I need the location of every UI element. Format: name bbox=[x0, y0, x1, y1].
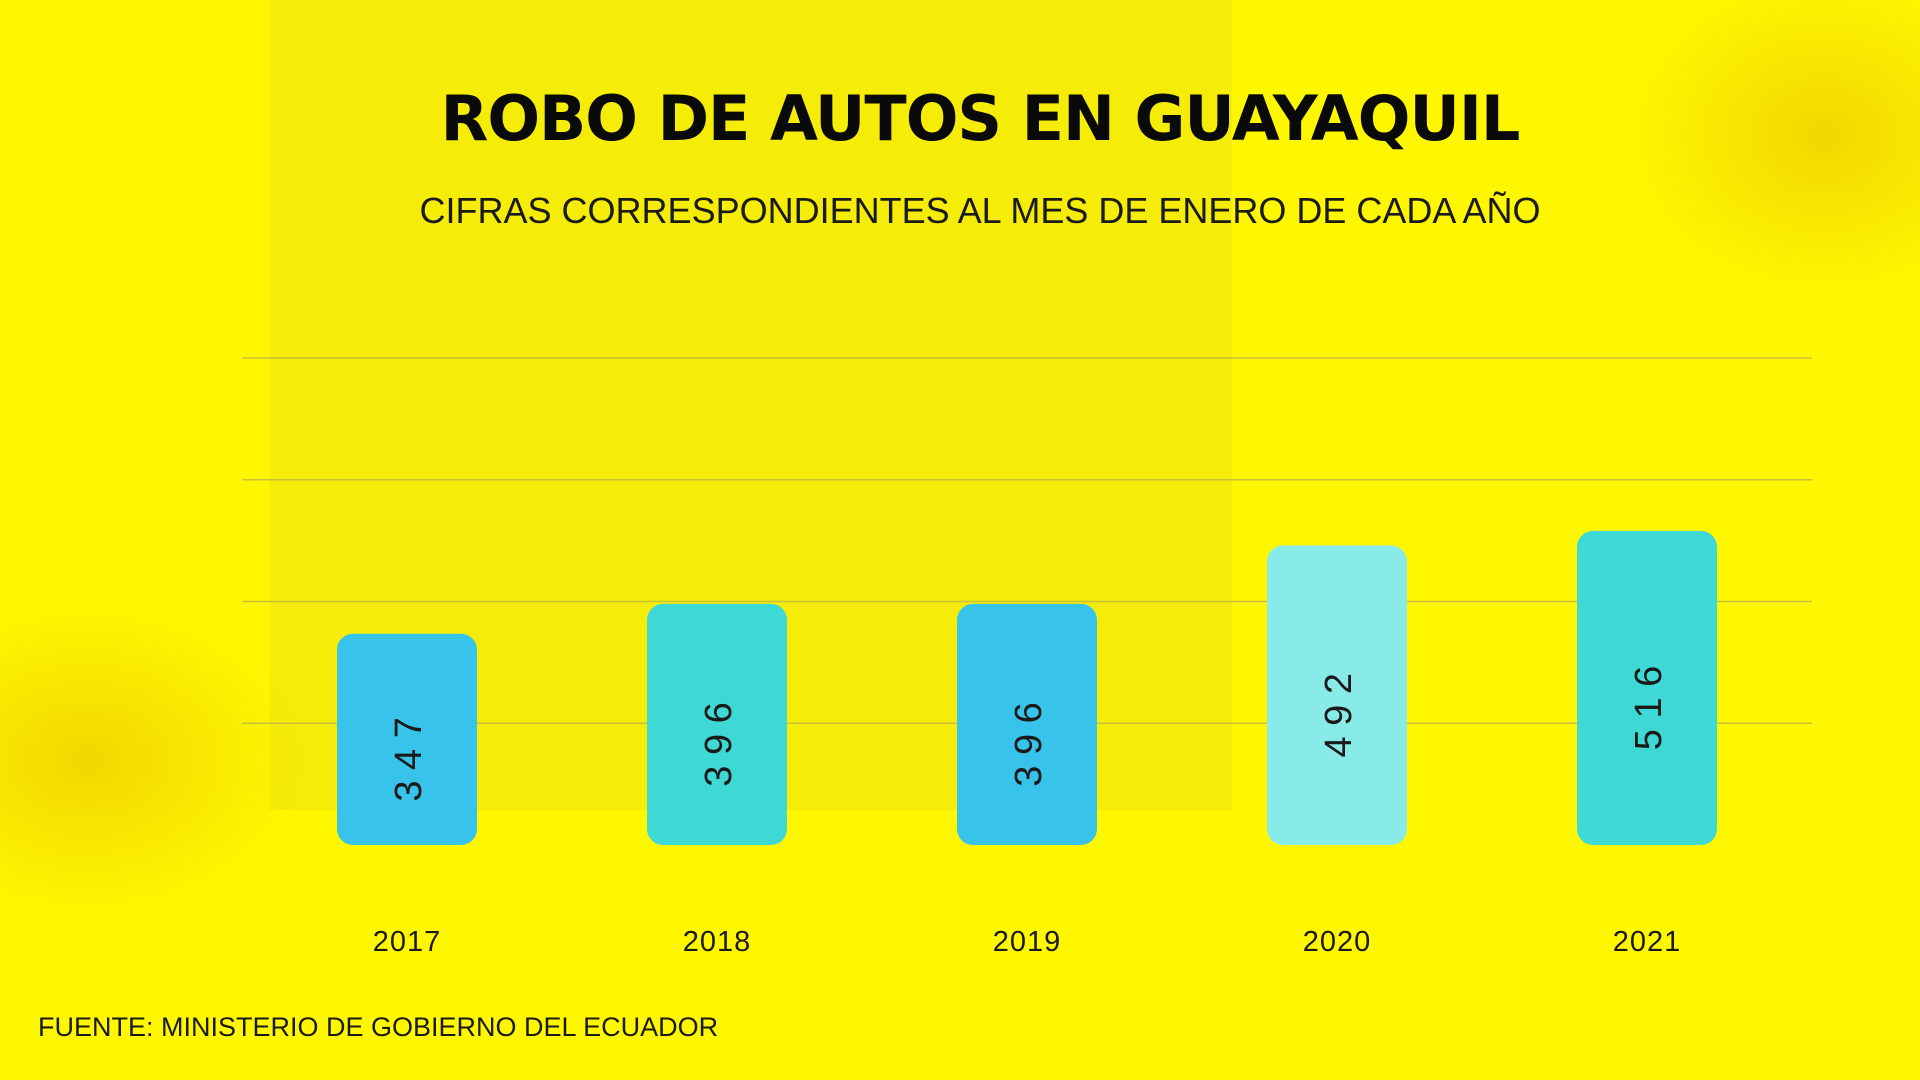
value-label-2020: 4 9 2 bbox=[1318, 673, 1360, 758]
bar-2021 bbox=[1577, 530, 1717, 845]
source-note: FUENTE: MINISTERIO DE GOBIERNO DEL ECUAD… bbox=[38, 1012, 719, 1042]
value-labels: 3 4 7 3 9 6 3 9 6 4 9 2 5 1 6 bbox=[388, 666, 1670, 802]
x-tick-2021: 2021 bbox=[1613, 926, 1682, 958]
bar-2019 bbox=[957, 603, 1097, 845]
x-tick-2020: 2020 bbox=[1303, 926, 1372, 958]
value-label-2017: 3 4 7 bbox=[388, 717, 430, 802]
bar-2020 bbox=[1267, 545, 1407, 845]
x-tick-2017: 2017 bbox=[373, 926, 442, 958]
value-label-2018: 3 9 6 bbox=[698, 702, 740, 787]
x-tick-2019: 2019 bbox=[993, 926, 1062, 958]
x-axis-tick-labels: 2017 2018 2019 2020 2021 bbox=[373, 926, 1682, 958]
car-photo-left bbox=[0, 600, 310, 920]
value-label-2019: 3 9 6 bbox=[1008, 702, 1050, 787]
car-photo-right bbox=[1620, 0, 1920, 300]
bars bbox=[337, 530, 1717, 845]
bar-2018 bbox=[647, 603, 787, 845]
chart-subtitle: CIFRAS CORRESPONDIENTES AL MES DE ENERO … bbox=[419, 190, 1541, 231]
value-label-2021: 5 1 6 bbox=[1628, 666, 1670, 751]
bar-2017 bbox=[337, 633, 477, 845]
chart-title: ROBO DE AUTOS EN GUAYAQUIL bbox=[440, 82, 1521, 155]
x-tick-2018: 2018 bbox=[683, 926, 752, 958]
